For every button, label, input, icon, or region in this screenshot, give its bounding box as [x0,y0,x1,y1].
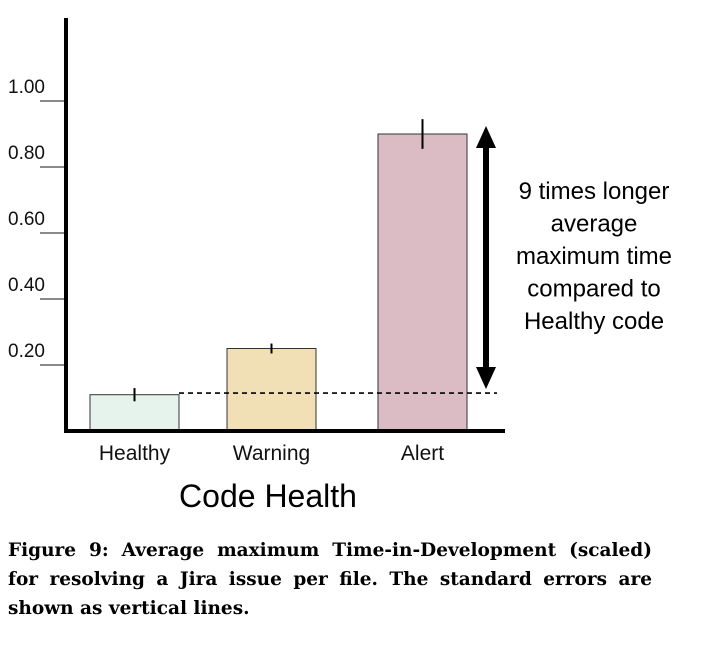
annotation-arrow [476,126,496,389]
annotation-line: compared to [527,276,660,303]
figure-caption: Figure 9: Average maximum Time-in-Develo… [8,540,652,619]
y-tick-label: 1.00 [8,77,45,98]
annotation-line: 9 times longer [519,178,670,205]
category-label: Healthy [99,442,171,465]
y-tick-label: 0.20 [8,341,45,362]
bar-chart: 0.20 0.40 0.60 0.80 1.00 Healthy Warning Alert… [8,18,672,514]
category-label: Alert [401,442,444,465]
y-axis-ticks: 0.20 0.40 0.60 0.80 1.00 [8,77,66,366]
bar-alert [377,133,468,432]
annotation-line: maximum time [516,243,672,270]
category-labels: Healthy Warning Alert [99,442,444,465]
annotation-line: average [551,211,638,238]
annotation-text: 9 times longer average maximum time compare… [516,178,672,335]
bar-warning [226,348,317,432]
category-label: Warning [233,442,310,465]
x-axis-title: Code Health [179,478,357,514]
y-tick-label: 0.80 [8,143,45,164]
y-tick-label: 0.60 [8,209,45,230]
y-tick-label: 0.40 [8,275,45,296]
bars [89,119,468,432]
annotation-line: Healthy code [524,308,664,335]
